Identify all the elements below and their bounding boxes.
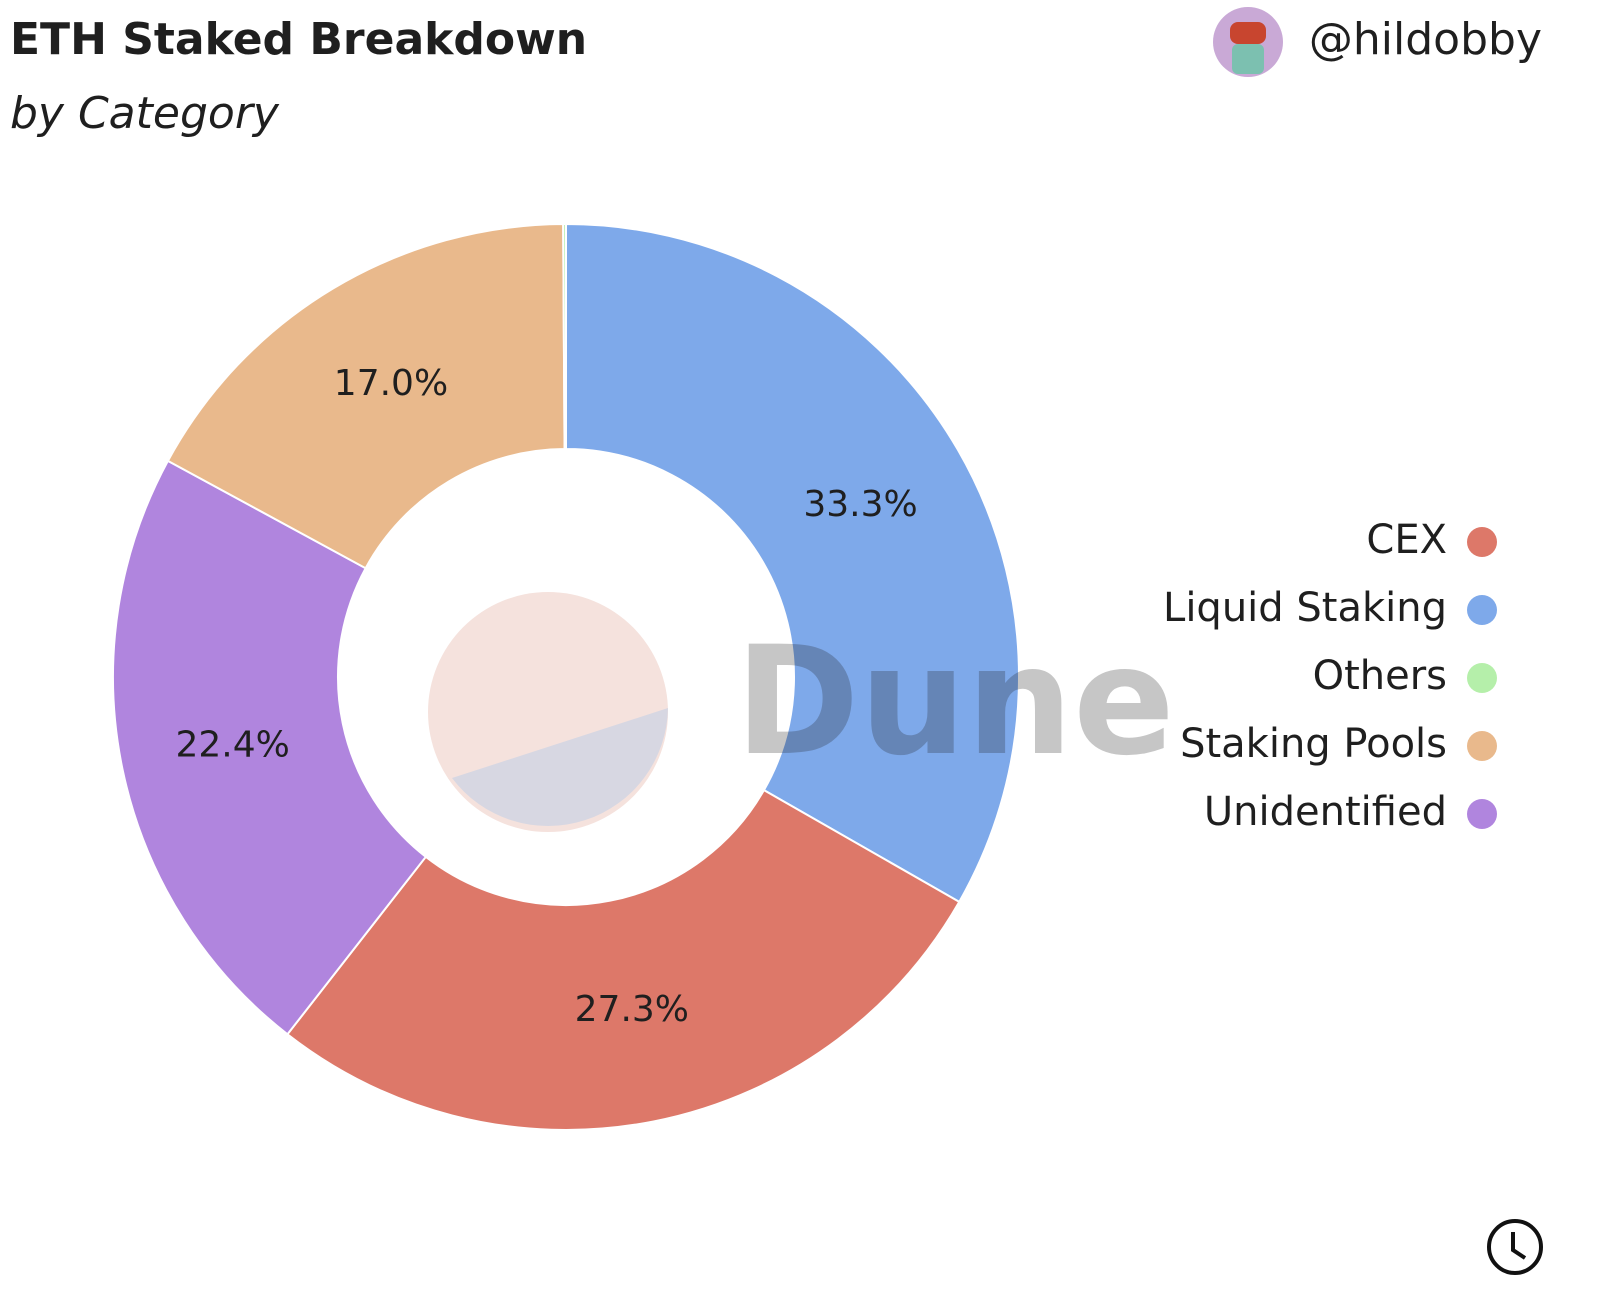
legend-label: Unidentified [1204,789,1447,835]
avatar [1213,7,1283,77]
clock-hands [1511,1232,1527,1260]
author: @hildobby [1309,14,1542,65]
value-label: 33.3% [803,484,917,525]
value-label: 17.0% [334,363,448,404]
value-label: 27.3% [575,989,689,1030]
avatar-hat [1230,22,1266,44]
slice [286,788,961,1131]
logo-ghost-half [452,708,668,827]
slice [112,459,428,1036]
watermark: Dune [735,615,1175,789]
clock-face [1487,1219,1543,1275]
legend-label: Staking Pools [1180,721,1447,767]
chart-subtitle: by Category [10,88,280,139]
clock-icon[interactable] [1487,1219,1543,1275]
value-label: 22.4% [175,725,289,766]
legend-swatch [1467,595,1497,625]
legend-label: Others [1313,653,1447,699]
legend-label: CEX [1366,517,1447,563]
legend-swatch [1467,731,1497,761]
legend-label: Liquid Staking [1163,585,1447,631]
slice [565,222,1020,904]
legend: CEX Liquid Staking Others Staking Pools Unid… [1163,517,1497,835]
legend-swatch [1467,799,1497,829]
legend-swatch [1467,527,1497,557]
slice [166,223,566,570]
legend-swatch [1467,663,1497,693]
chart-title: ETH Staked Breakdown [10,14,587,65]
avatar-body [1232,44,1264,74]
donut: 33.3% 27.3% 22.4% 17.0% [112,222,1020,1131]
slice [562,222,567,451]
